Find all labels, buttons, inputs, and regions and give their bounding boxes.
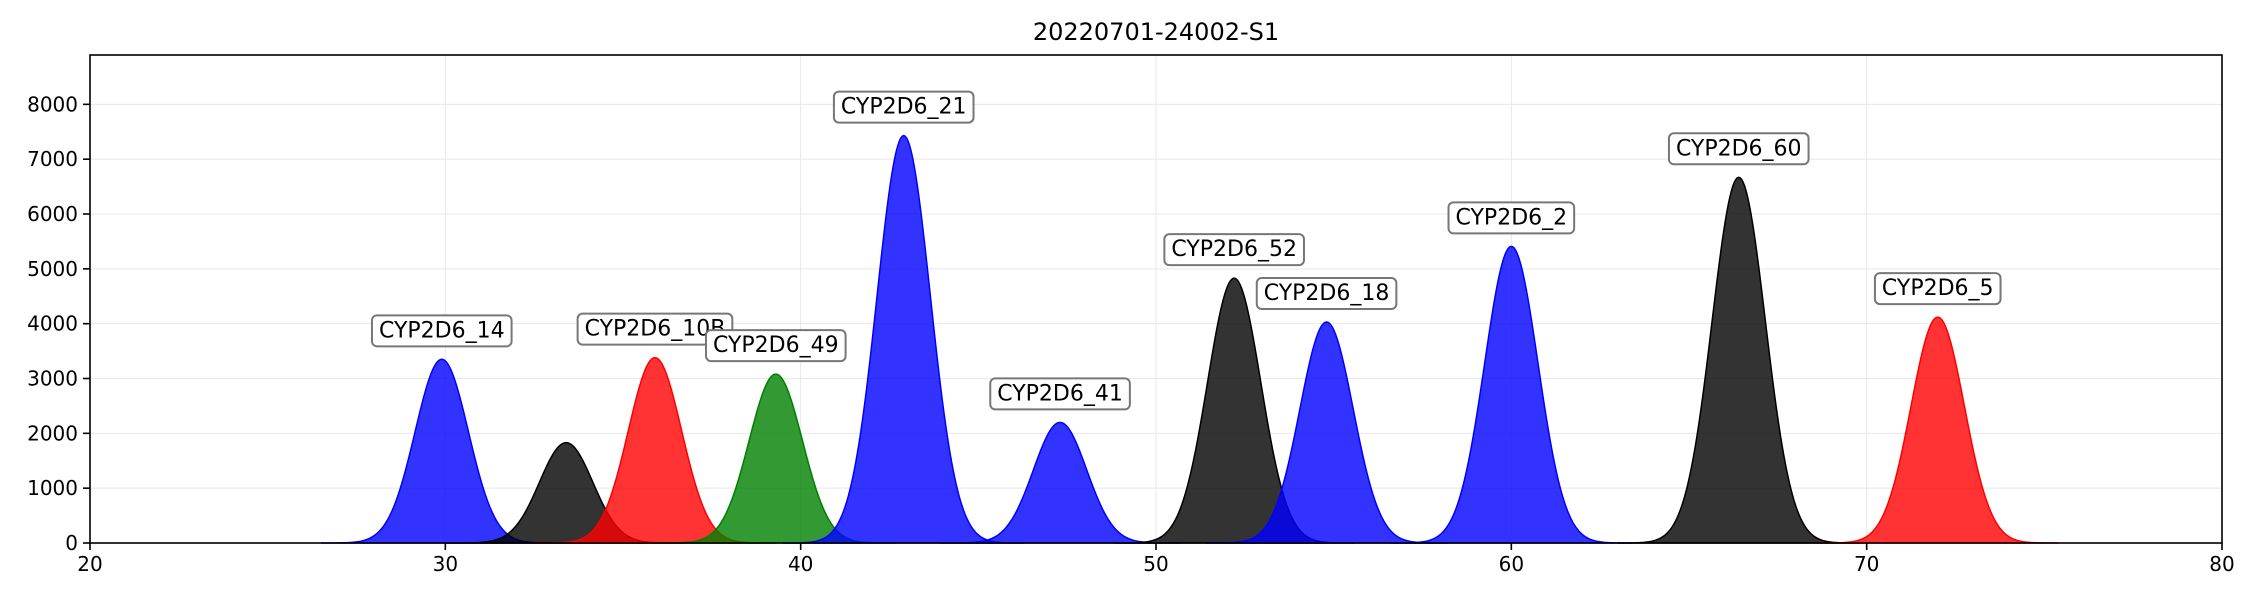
y-tick-label: 6000 (27, 202, 78, 226)
x-tick-label: 30 (433, 552, 458, 576)
peak-label-box (832, 90, 975, 124)
x-tick-label: 70 (1854, 552, 1879, 576)
y-tick-label: 1000 (27, 476, 78, 500)
plot-frame (89, 54, 2223, 544)
peak-area (1618, 176, 1860, 544)
y-tick-label: 4000 (27, 312, 78, 336)
x-tick-label: 60 (1499, 552, 1524, 576)
y-tick-label: 0 (65, 531, 78, 555)
y-tick-label: 2000 (27, 421, 78, 445)
peak-area (1817, 316, 2059, 544)
y-tick-label: 8000 (27, 92, 78, 116)
y-tick-label: 3000 (27, 367, 78, 391)
peak-label-text: CYP2D6_5 (1882, 276, 1994, 301)
peak-label: CYP2D6_41 (989, 377, 1131, 411)
peak-label-box (989, 377, 1131, 411)
peak-label-text: CYP2D6_10B (585, 317, 726, 342)
peak-label: CYP2D6_21 (832, 90, 975, 124)
peak-label: CYP2D6_10B (576, 312, 734, 346)
peak-label-box (704, 329, 847, 363)
peak-label: CYP2D6_14 (370, 314, 513, 348)
x-tick-label: 50 (1143, 552, 1168, 576)
peak-label-text: CYP2D6_60 (1676, 136, 1802, 161)
peak-areas (321, 134, 2059, 544)
x-tick-label: 40 (788, 552, 813, 576)
peak-label: CYP2D6_52 (1163, 233, 1305, 267)
peak-label: CYP2D6_49 (704, 329, 847, 363)
peak-label-text: CYP2D6_41 (997, 381, 1123, 406)
axis-ticks: 20 30 40 50 60 70 80 0 1000 2000 3000 4000 5000 6000 7… (27, 92, 2235, 576)
y-tick-label: 7000 (27, 147, 78, 171)
peak-label-box (370, 314, 513, 348)
peak-label-box (1447, 201, 1576, 235)
peak-label-text: CYP2D6_18 (1264, 281, 1390, 306)
peak-label-text: CYP2D6_14 (379, 318, 505, 343)
y-tick-label: 5000 (27, 257, 78, 281)
peak-area (1390, 245, 1633, 544)
peak-label-text: CYP2D6_49 (713, 333, 839, 358)
peak-label: CYP2D6_2 (1447, 201, 1576, 235)
peak-label: CYP2D6_18 (1255, 277, 1398, 311)
peak-label-text: CYP2D6_52 (1171, 237, 1297, 262)
chart-title: 20220701-24002-S1 (1033, 18, 1279, 46)
peak-label-box (1163, 233, 1305, 267)
peak-label-text: CYP2D6_21 (841, 95, 967, 120)
x-tick-label: 80 (2209, 552, 2234, 576)
peak-label-text: CYP2D6_2 (1456, 205, 1568, 230)
peak-label-box (1255, 277, 1398, 311)
peak-label-box (1873, 272, 2002, 306)
peak-area (1205, 321, 1448, 544)
peak-area (783, 134, 1025, 544)
peak-label: CYP2D6_60 (1667, 132, 1810, 166)
x-tick-label: 20 (77, 552, 102, 576)
peak-label: CYP2D6_5 (1873, 272, 2002, 306)
peak-area (940, 421, 1180, 544)
peak-label-box (1667, 132, 1810, 166)
